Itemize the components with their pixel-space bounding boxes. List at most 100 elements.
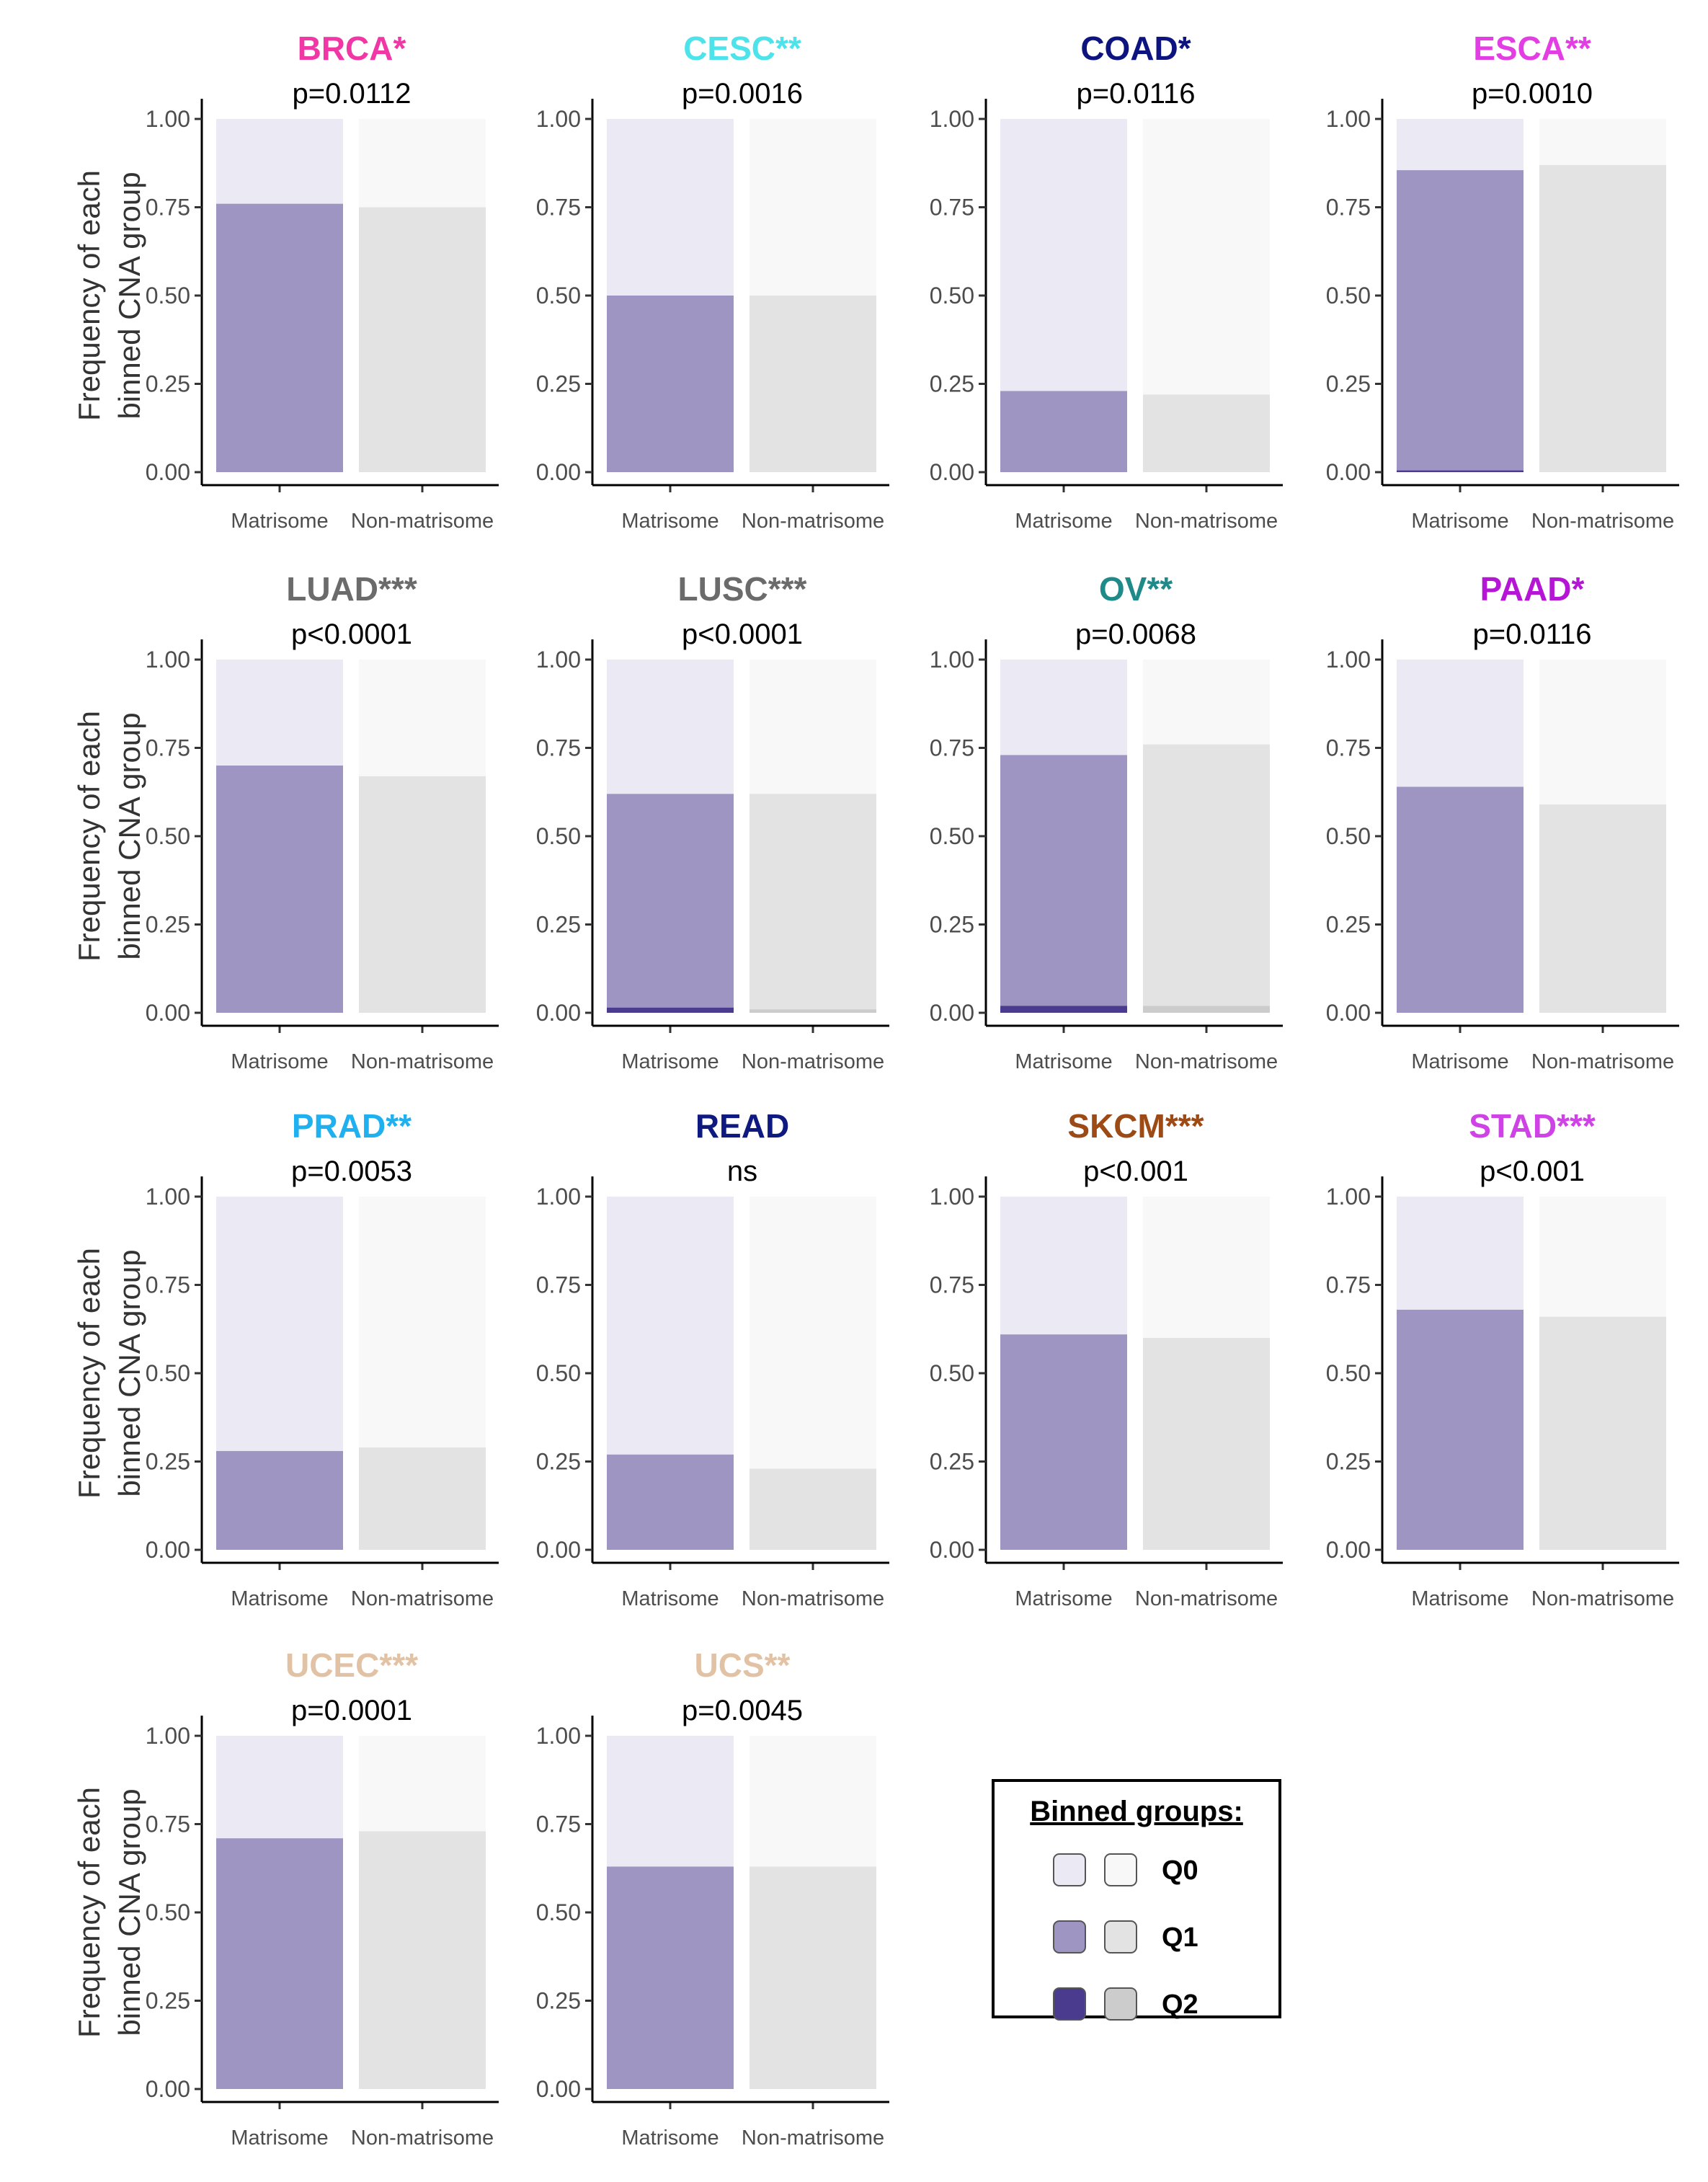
legend-label-q0: Q0 [1162, 1855, 1198, 1886]
bar-segment-ucec-matrisome-q1 [216, 1838, 343, 2089]
bar-segment-brca-nonmatrisome-q1 [359, 207, 486, 472]
x-tick-label: Non-matrisome [351, 1050, 494, 1073]
panel-title-name: CESC [683, 30, 775, 67]
y-tick-label: 0.50 [930, 283, 974, 309]
bar-segment-coad-nonmatrisome-q1 [1143, 394, 1270, 472]
bar-segment-read-nonmatrisome-q0 [750, 1197, 876, 1469]
y-tick-label: 0.25 [930, 1449, 974, 1475]
y-tick-label: 0.00 [930, 459, 974, 485]
panel-title-name: LUAD [286, 570, 378, 608]
panel-title-name: UCS [695, 1646, 765, 1684]
y-axis-label-line2: binned CNA group [112, 712, 146, 959]
significance-stars: * [393, 30, 406, 67]
y-tick-label: 0.50 [536, 283, 581, 309]
legend-label-q1: Q1 [1162, 1922, 1198, 1953]
y-tick-label: 0.25 [930, 912, 974, 938]
y-tick-label: 0.00 [146, 459, 190, 485]
y-tick-label: 0.50 [146, 1899, 190, 1925]
y-tick-label: 0.75 [1326, 735, 1371, 761]
x-tick-label: Matrisome [231, 1050, 328, 1073]
y-tick-label: 0.50 [1326, 823, 1371, 849]
x-tick-label: Non-matrisome [1135, 1050, 1278, 1073]
y-tick-label: 0.50 [536, 1899, 581, 1925]
bar-segment-ov-matrisome-q1 [1000, 755, 1127, 1006]
p-value-lusc: p<0.0001 [682, 618, 803, 650]
x-tick-label: Non-matrisome [1135, 510, 1278, 533]
legend-swatch-q0-matrisome [1053, 1853, 1086, 1886]
bar-segment-ucec-nonmatrisome-q1 [359, 1831, 486, 2089]
bar-segment-luad-nonmatrisome-q1 [359, 776, 486, 1013]
x-tick-label: Non-matrisome [742, 510, 884, 533]
panel-title-name: OV [1099, 570, 1147, 608]
y-tick-label: 1.00 [930, 1184, 974, 1210]
bar-segment-lusc-matrisome-q0 [607, 660, 734, 794]
y-tick-label: 1.00 [1326, 647, 1371, 673]
x-tick-label: Non-matrisome [742, 1587, 884, 1610]
bar-segment-skcm-nonmatrisome-q1 [1143, 1338, 1270, 1550]
significance-stars: *** [768, 570, 807, 608]
bar-segment-stad-matrisome-q0 [1397, 1197, 1524, 1310]
panel-title-skcm: SKCM*** [1067, 1107, 1204, 1145]
bar-segment-cesc-matrisome-q0 [607, 119, 734, 296]
bar-segment-lusc-nonmatrisome-q1 [750, 794, 876, 1010]
bar-segment-ucs-nonmatrisome-q0 [750, 1736, 876, 1867]
panel-title-lusc: LUSC*** [678, 570, 807, 608]
significance-stars: *** [1557, 1107, 1596, 1145]
p-value-paad: p=0.0116 [1473, 618, 1592, 650]
p-value-luad: p<0.0001 [291, 618, 412, 650]
y-tick-label: 0.25 [1326, 1449, 1371, 1475]
legend: Binned groups: Q0 Q1 Q2 [992, 1779, 1281, 2021]
y-tick-label: 0.25 [146, 912, 190, 938]
y-axis-label: Frequency of each binned CNA group [72, 711, 146, 962]
x-tick-label: Non-matrisome [351, 2126, 494, 2150]
y-tick-label: 0.00 [146, 1000, 190, 1026]
x-tick-label: Matrisome [231, 510, 328, 533]
x-tick-label: Matrisome [621, 1587, 719, 1610]
panel-title-name: COAD [1080, 30, 1178, 67]
y-axis-label: Frequency of each binned CNA group [72, 170, 146, 421]
x-tick-label: Matrisome [231, 2126, 328, 2150]
panel-title-name: PAAD [1480, 570, 1572, 608]
panel-title-name: READ [695, 1107, 789, 1145]
y-tick-label: 0.00 [536, 1000, 581, 1026]
panel-stad: STAD*** p<0.001 Matrisome Non-matrisome 0.00… [1326, 1107, 1679, 1610]
bar-segment-ov-nonmatrisome-q2 [1143, 1006, 1270, 1013]
panel-brca: BRCA* p=0.0112 Matrisome Non-matrisome 0.00 0… [146, 30, 499, 533]
legend-label-q2: Q2 [1162, 1990, 1198, 2020]
p-value-coad: p=0.0116 [1077, 78, 1196, 110]
p-value-skcm: p<0.001 [1083, 1156, 1188, 1187]
y-tick-label: 0.00 [536, 2076, 581, 2102]
panel-paad: PAAD* p=0.0116 Matrisome Non-matrisome 0.00 0… [1326, 570, 1679, 1073]
y-tick-label: 1.00 [146, 106, 190, 132]
panel-coad: COAD* p=0.0116 Matrisome Non-matrisome 0.00 0… [930, 30, 1283, 533]
x-tick-label: Non-matrisome [351, 1587, 494, 1610]
panel-title-cesc: CESC** [683, 30, 801, 67]
y-tick-label: 1.00 [930, 106, 974, 132]
bar-segment-ov-nonmatrisome-q1 [1143, 744, 1270, 1006]
significance-stars: * [1572, 570, 1585, 608]
bar-segment-luad-matrisome-q0 [216, 660, 343, 766]
y-tick-label: 0.75 [146, 1272, 190, 1298]
panel-read: READ ns Matrisome Non-matrisome 0.00 0.25 0.50… [536, 1107, 889, 1610]
significance-stars: ** [775, 30, 801, 67]
y-tick-label: 1.00 [146, 1723, 190, 1749]
y-tick-label: 0.75 [536, 735, 581, 761]
bar-segment-paad-matrisome-q1 [1397, 786, 1524, 1013]
y-tick-label: 1.00 [536, 647, 581, 673]
panel-title-name: ESCA [1473, 30, 1565, 67]
p-value-brca: p=0.0112 [293, 78, 412, 110]
legend-title: Binned groups: [1030, 1796, 1243, 1827]
x-tick-label: Matrisome [1411, 510, 1508, 533]
x-tick-label: Non-matrisome [351, 510, 494, 533]
y-tick-label: 0.75 [536, 195, 581, 221]
bar-segment-prad-nonmatrisome-q1 [359, 1447, 486, 1550]
y-tick-label: 0.25 [1326, 371, 1371, 397]
significance-stars: ** [1565, 30, 1591, 67]
y-tick-label: 1.00 [536, 1723, 581, 1749]
y-tick-label: 0.25 [146, 1449, 190, 1475]
bar-segment-paad-nonmatrisome-q0 [1539, 660, 1666, 804]
x-tick-label: Non-matrisome [742, 2126, 884, 2150]
panel-luad: LUAD*** p<0.0001 Matrisome Non-matrisome 0.0… [146, 570, 499, 1073]
